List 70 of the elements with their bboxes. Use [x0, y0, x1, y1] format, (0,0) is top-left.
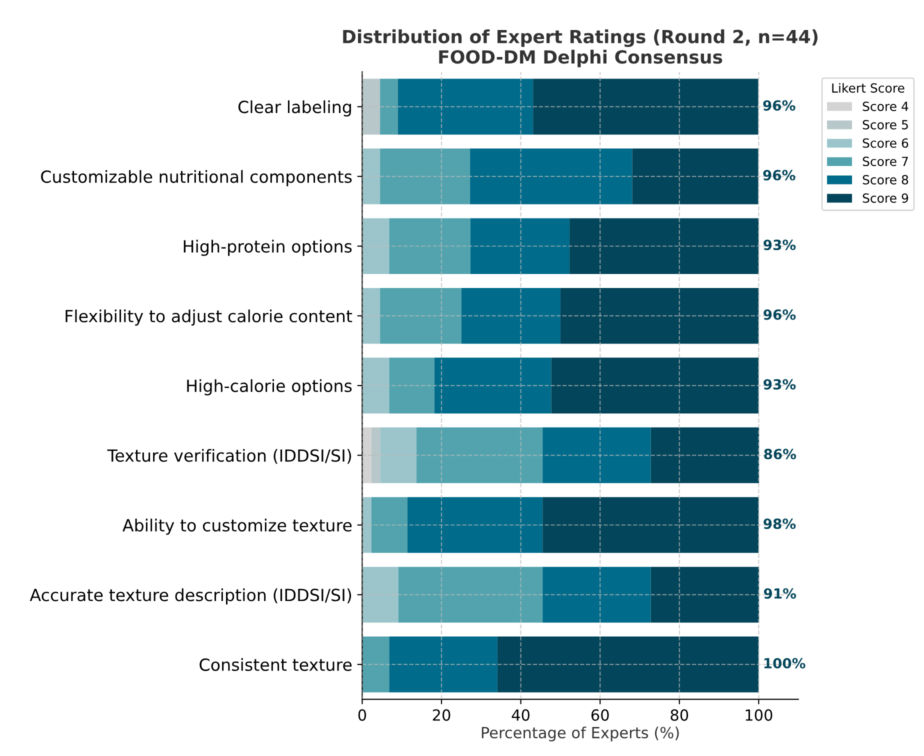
- bar: [542, 566, 651, 623]
- y-tick-label: Clear labeling: [238, 100, 351, 116]
- legend-label: Score 9: [862, 193, 908, 203]
- bar: [542, 497, 759, 553]
- bar: [389, 218, 470, 274]
- bar: [362, 636, 390, 692]
- annotation: 96%: [764, 309, 796, 320]
- y-tick-label: Accurate texture description (IDDSI/SI): [30, 588, 352, 605]
- annotation: 86%: [764, 448, 796, 460]
- legend-title: Likert Score: [832, 83, 904, 93]
- bar: [380, 427, 417, 484]
- bar: [371, 427, 380, 484]
- bar: [416, 427, 543, 484]
- bar: [398, 78, 534, 135]
- bar: [371, 497, 408, 553]
- y-tick-label: Texture verification (IDDSI/SI): [107, 448, 352, 464]
- bar: [570, 218, 759, 274]
- bar: [362, 288, 380, 344]
- bar: [389, 636, 498, 692]
- bar: [632, 148, 758, 204]
- annotation: 93%: [764, 240, 796, 250]
- x-tick-label: 20: [432, 709, 450, 721]
- annotation: 98%: [764, 518, 796, 530]
- bar: [650, 566, 760, 623]
- bar: [362, 78, 380, 135]
- annotation: 93%: [764, 379, 796, 390]
- bar: [461, 288, 560, 344]
- bar: [362, 497, 372, 553]
- y-tick-label: High-protein options: [184, 240, 352, 256]
- bar: [434, 358, 552, 414]
- bar: [533, 78, 758, 135]
- bar: [560, 288, 759, 344]
- x-tick-label: 100: [746, 709, 772, 721]
- bar: [362, 358, 390, 414]
- chart-title: Distribution of Expert Ratings (Round 2, n=44) FOOD-DM Delphi Consensus: [343, 29, 818, 68]
- y-tick-label: High-calorie options: [187, 379, 352, 396]
- y-tick-label: Consistent texture: [200, 658, 352, 672]
- y-tick-label: Ability to customize texture: [122, 518, 352, 535]
- x-tick-label: 60: [591, 709, 609, 721]
- bar: [398, 566, 543, 623]
- bar: [389, 358, 434, 414]
- bar: [380, 288, 462, 344]
- bar: [362, 218, 390, 274]
- x-tick-label: 40: [512, 709, 530, 721]
- bar: [470, 218, 570, 274]
- bar: [542, 427, 651, 484]
- bar: [362, 427, 372, 484]
- x-axis-title: Percentage of Experts (%): [482, 726, 679, 742]
- bar: [470, 148, 632, 204]
- bar: [362, 566, 398, 623]
- annotation: 100%: [764, 658, 806, 668]
- legend-label: Score 7: [862, 156, 908, 166]
- bar: [407, 497, 543, 553]
- legend-label: Score 4: [862, 102, 908, 112]
- annotation: 96%: [763, 170, 796, 180]
- bar: [497, 636, 759, 692]
- x-tick-label: 80: [670, 709, 688, 721]
- bar: [380, 78, 398, 135]
- legend-label: Score 6: [862, 138, 908, 148]
- bar: [551, 358, 759, 414]
- bar: [362, 148, 380, 204]
- x-tick-label: 0: [358, 709, 366, 721]
- legend-label: Score 8: [862, 175, 908, 184]
- annotation: 91%: [764, 588, 796, 599]
- legend-label: Score 5: [862, 120, 908, 130]
- annotation: 96%: [763, 100, 796, 111]
- y-tick-label: Customizable nutritional components: [41, 170, 352, 186]
- bar: [380, 148, 470, 204]
- bar: [650, 427, 760, 484]
- y-tick-label: Flexibility to adjust calorie content: [66, 310, 352, 326]
